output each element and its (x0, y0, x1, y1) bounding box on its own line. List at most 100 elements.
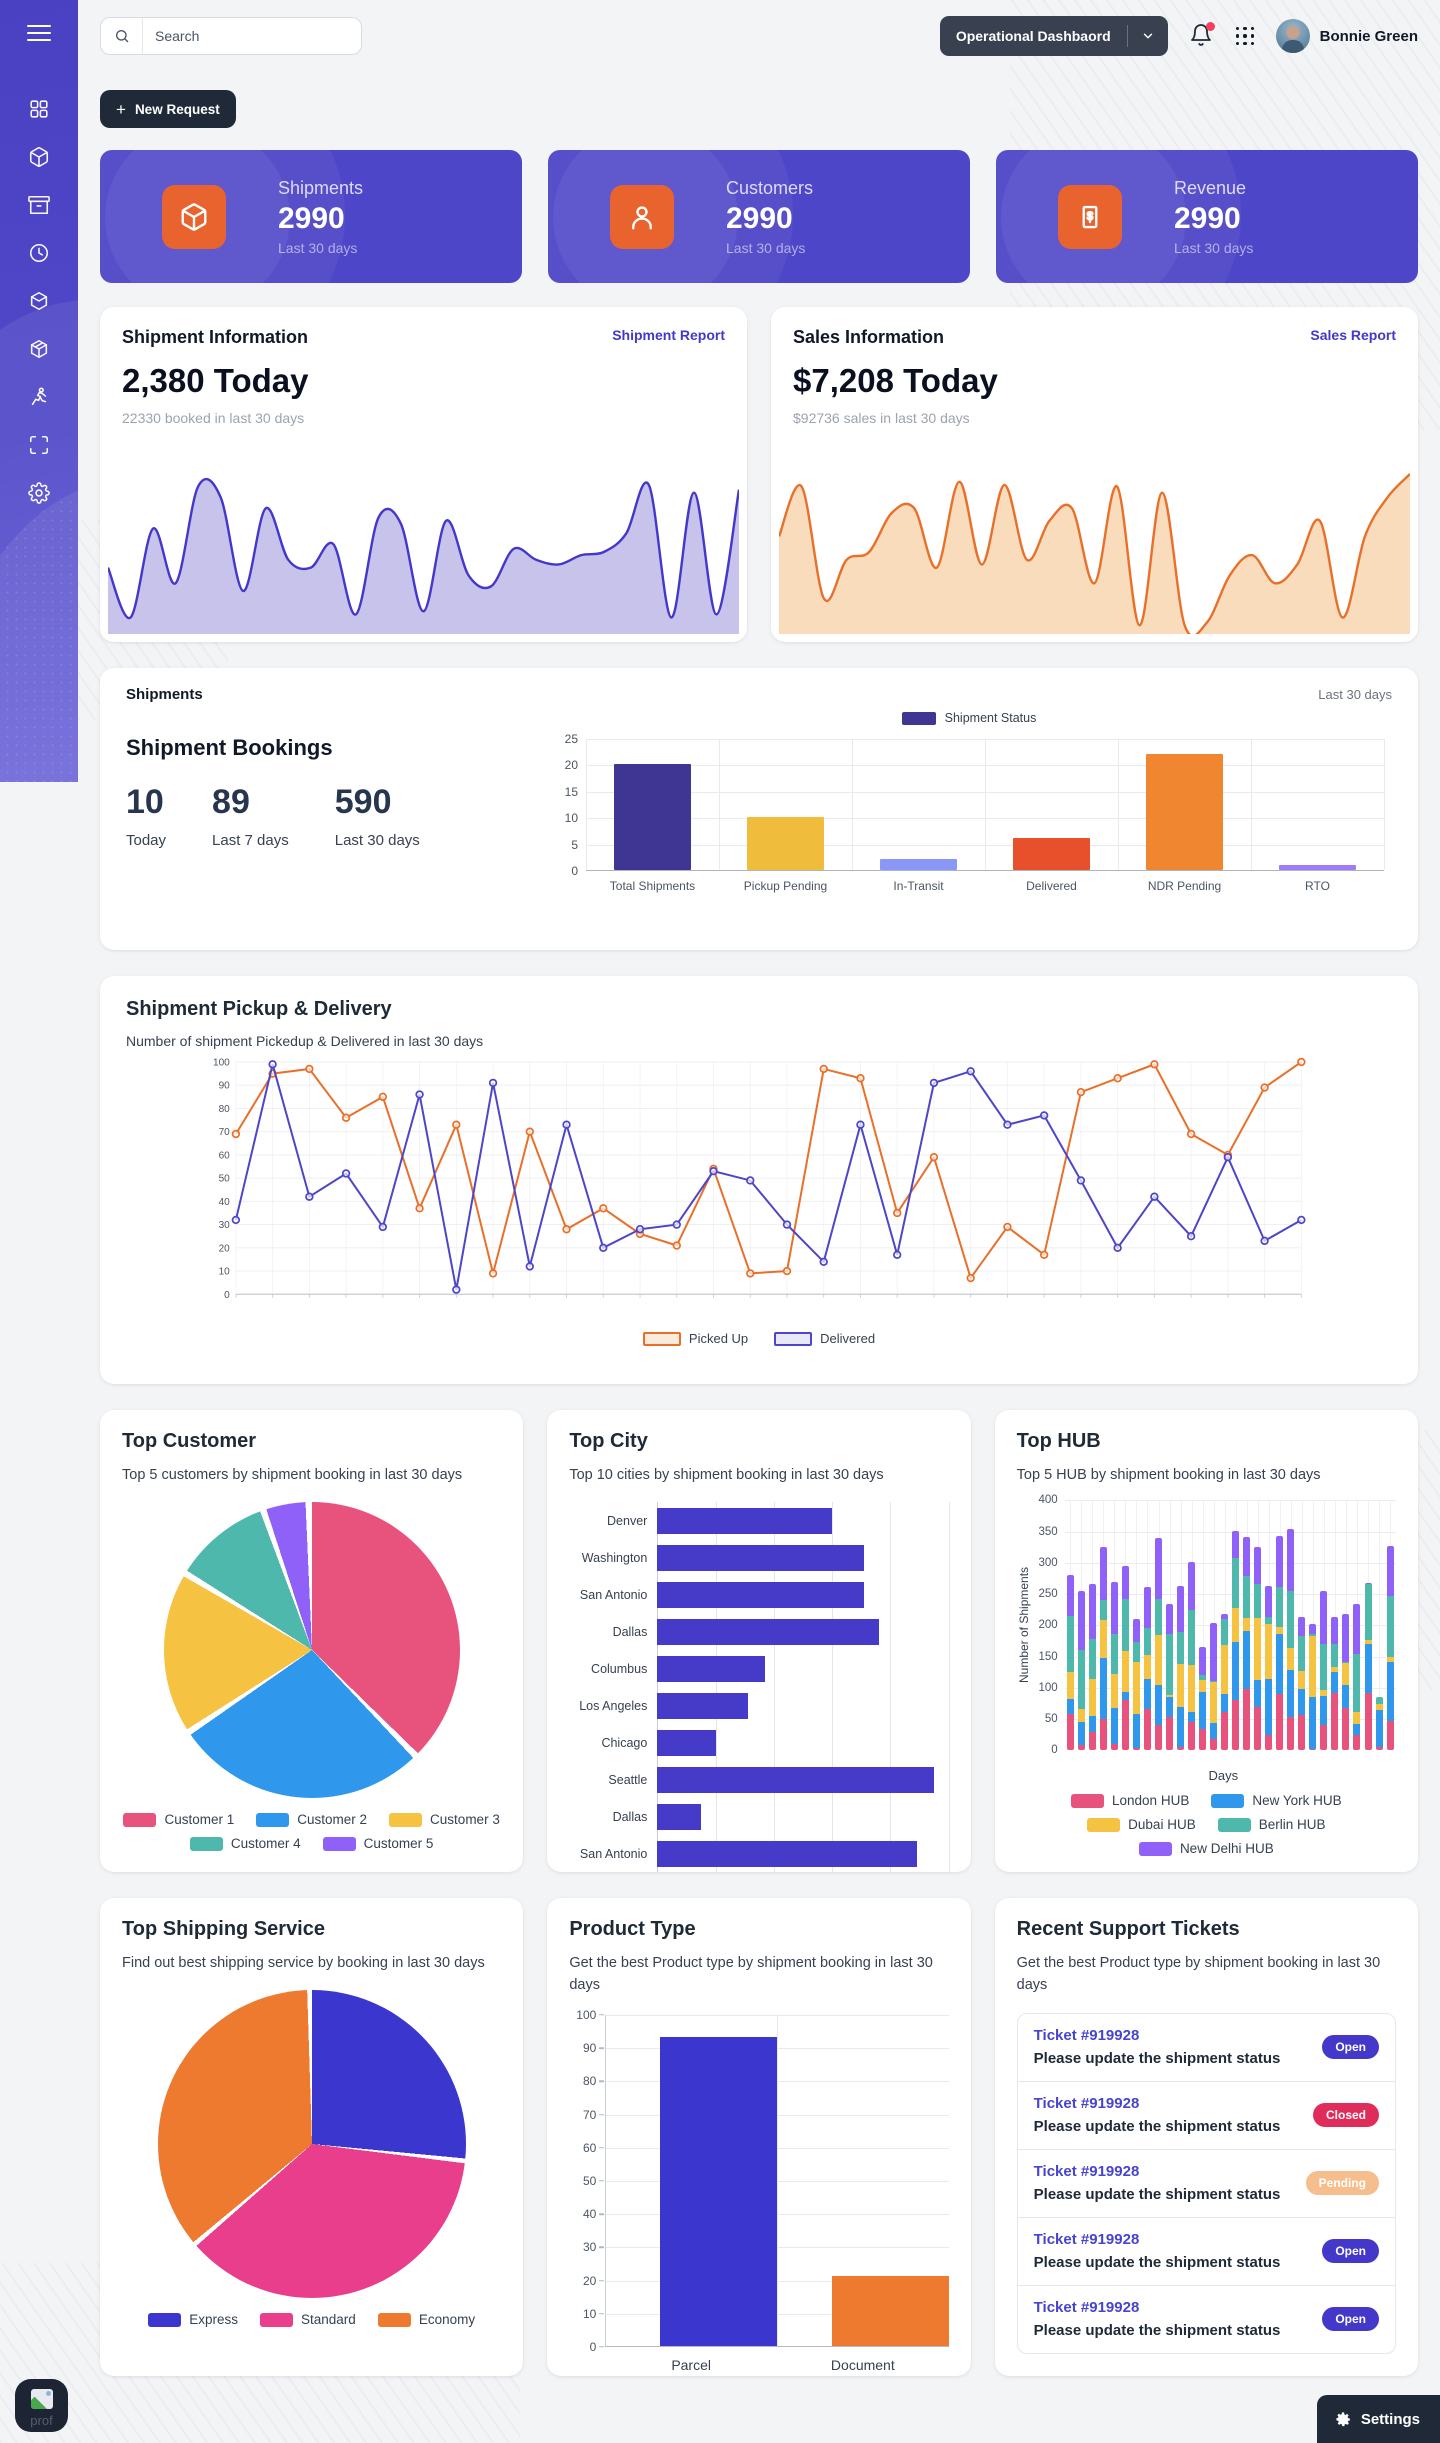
package-box-icon[interactable] (28, 338, 51, 361)
bar-Document (831, 2276, 949, 2346)
apps-grid-icon[interactable] (1235, 26, 1255, 46)
legend-item-Economy[interactable]: Economy (377, 2312, 475, 2327)
ticket-row[interactable]: Ticket #919928 Please update the shipment… (1018, 2286, 1395, 2353)
scan-frame-icon[interactable] (28, 434, 51, 457)
category-label: Washington (581, 1550, 648, 1565)
bar-In-Transit (879, 859, 958, 870)
y-tick-label: 50 (582, 2173, 597, 2188)
stat-value: 10 (126, 783, 164, 821)
dashboard-grid-icon[interactable] (28, 98, 51, 121)
plus-icon: + (116, 99, 126, 119)
bookings-stat-today: 10 Today (126, 783, 166, 849)
stacked-bar-day-17 (1243, 1537, 1251, 1751)
legend-item-New Delhi HUB[interactable]: New Delhi HUB (1138, 1841, 1274, 1856)
shipment-report-link[interactable]: Shipment Report (612, 327, 725, 343)
gear-icon[interactable] (28, 482, 51, 505)
legend-item-Dubai HUB[interactable]: Dubai HUB (1087, 1817, 1196, 1832)
search-input[interactable] (143, 18, 361, 54)
y-tick-label: 80 (582, 2074, 597, 2089)
stacked-bar-day-7 (1132, 1618, 1140, 1751)
legend-item-New York HUB[interactable]: New York HUB (1211, 1793, 1342, 1808)
ticket-row[interactable]: Ticket #919928 Please update the shipment… (1017, 2082, 1395, 2150)
y-tick-label: 25 (564, 732, 578, 746)
stat-value: 89 (212, 783, 250, 821)
stacked-bar-day-15 (1221, 1613, 1229, 1751)
panel-title: Shipment Pickup & Delivery (126, 998, 392, 1020)
bar (657, 1692, 748, 1719)
bookings-title: Shipment Bookings (126, 735, 333, 760)
stat-value: 2990 (278, 201, 345, 235)
clock-icon[interactable] (28, 242, 51, 265)
stacked-bar-day-1 (1066, 1574, 1074, 1751)
stacked-bar-day-29 (1375, 1697, 1383, 1751)
top-customer-card: Top Customer Top 5 customers by shipment… (100, 1410, 524, 1872)
stacked-bar-day-30 (1386, 1546, 1394, 1751)
info-cards-row: Shipment Information Shipment Report 2,3… (100, 307, 1418, 642)
ticket-id-link[interactable]: Ticket #919928 (1033, 2230, 1140, 2248)
svg-text:10: 10 (219, 1267, 231, 1278)
user-icon (610, 184, 674, 249)
ticket-message: Please update the shipment status (1033, 2321, 1281, 2339)
product-type-bar-chart: 0 10 20 30 40 50 60 70 80 90 100 (569, 2008, 949, 2354)
top-header: Operational Dashbaord Bonnie Green (78, 0, 1440, 72)
ticket-id-link[interactable]: Ticket #919928 (1033, 2162, 1140, 2180)
new-request-button[interactable]: + New Request (100, 90, 236, 128)
package-icon[interactable] (28, 146, 51, 169)
svg-text:0: 0 (224, 1290, 230, 1301)
category-label: Seattle (608, 1772, 648, 1787)
y-tick-label: 100 (576, 2007, 597, 2022)
legend-item-Picked Up[interactable]: Picked Up (642, 1331, 748, 1346)
ticket-row[interactable]: Ticket #919928 Please update the shipment… (1017, 2014, 1395, 2082)
sales-report-link[interactable]: Sales Report (1310, 327, 1396, 343)
ticket-id-link[interactable]: Ticket #919928 (1033, 2026, 1140, 2044)
stat-cards-row: Shipments 2990 Last 30 days Customers 29… (100, 150, 1418, 283)
search-icon (101, 18, 143, 54)
legend-item-Customer 5[interactable]: Customer 5 (322, 1836, 433, 1851)
ticket-message: Please update the shipment status (1033, 2253, 1281, 2271)
stat-card-revenue[interactable]: Revenue 2990 Last 30 days (996, 150, 1418, 283)
stacked-bar-day-12 (1188, 1561, 1195, 1751)
search-box (100, 17, 362, 55)
stat-card-shipments[interactable]: Shipments 2990 Last 30 days (100, 150, 522, 283)
chat-widget-button[interactable]: prof (15, 2379, 68, 2432)
legend-item-Delivered[interactable]: Delivered (774, 1331, 875, 1346)
avatar (1275, 19, 1310, 53)
shipment-information-card: Shipment Information Shipment Report 2,3… (100, 307, 747, 642)
support-tickets-card: Recent Support Tickets Get the best Prod… (994, 1898, 1418, 2376)
legend-item-Customer 2[interactable]: Customer 2 (256, 1812, 367, 1827)
legend-item-Customer 3[interactable]: Customer 3 (389, 1812, 500, 1827)
shipment-status-chart: Shipment Status 0 5 10 15 20 25 Total Shipmen… (546, 709, 1392, 893)
stat-label: Shipments (278, 177, 364, 198)
archive-box-icon[interactable] (28, 194, 51, 217)
user-menu[interactable]: Bonnie Green (1275, 19, 1418, 53)
y-tick-label: 400 (1038, 1494, 1058, 1507)
menu-icon[interactable] (27, 20, 51, 46)
cube-icon[interactable] (28, 290, 51, 313)
stat-card-customers[interactable]: Customers 2990 Last 30 days (548, 150, 970, 283)
legend-item-Express[interactable]: Express (148, 2312, 238, 2327)
svg-text:90: 90 (219, 1081, 231, 1092)
legend-item-Customer 4[interactable]: Customer 4 (189, 1836, 301, 1851)
status-badge: Pending (1305, 2170, 1379, 2195)
stacked-bar-day-8 (1143, 1587, 1151, 1751)
chart-legend: London HUB New York HUB Dubai HUB Berlin HU… (1017, 1793, 1396, 1856)
legend-item-London HUB[interactable]: London HUB (1071, 1793, 1189, 1808)
runner-icon[interactable] (28, 386, 51, 409)
settings-button[interactable]: Settings (1316, 2395, 1440, 2443)
ticket-id-link[interactable]: Ticket #919928 (1033, 2298, 1140, 2316)
legend-item-Standard[interactable]: Standard (260, 2312, 356, 2327)
workspace-dropdown[interactable]: Operational Dashbaord (939, 16, 1168, 56)
legend-item-Berlin HUB[interactable]: Berlin HUB (1217, 1817, 1325, 1832)
category-label: Los Angeles (579, 1698, 648, 1713)
stacked-bar-day-4 (1099, 1547, 1107, 1751)
receipt-icon (1058, 184, 1122, 249)
legend-item-Customer 1[interactable]: Customer 1 (123, 1812, 234, 1827)
notifications-bell-icon[interactable] (1189, 22, 1215, 49)
card-title: Shipment Information (122, 327, 308, 347)
y-tick-label: 70 (582, 2107, 597, 2122)
y-tick-label: 250 (1038, 1588, 1058, 1601)
ticket-row[interactable]: Ticket #919928 Please update the shipment… (1017, 2218, 1395, 2286)
ticket-id-link[interactable]: Ticket #919928 (1033, 2094, 1140, 2112)
ticket-message: Please update the shipment status (1033, 2117, 1281, 2135)
ticket-row[interactable]: Ticket #919928 Please update the shipment… (1017, 2150, 1395, 2218)
